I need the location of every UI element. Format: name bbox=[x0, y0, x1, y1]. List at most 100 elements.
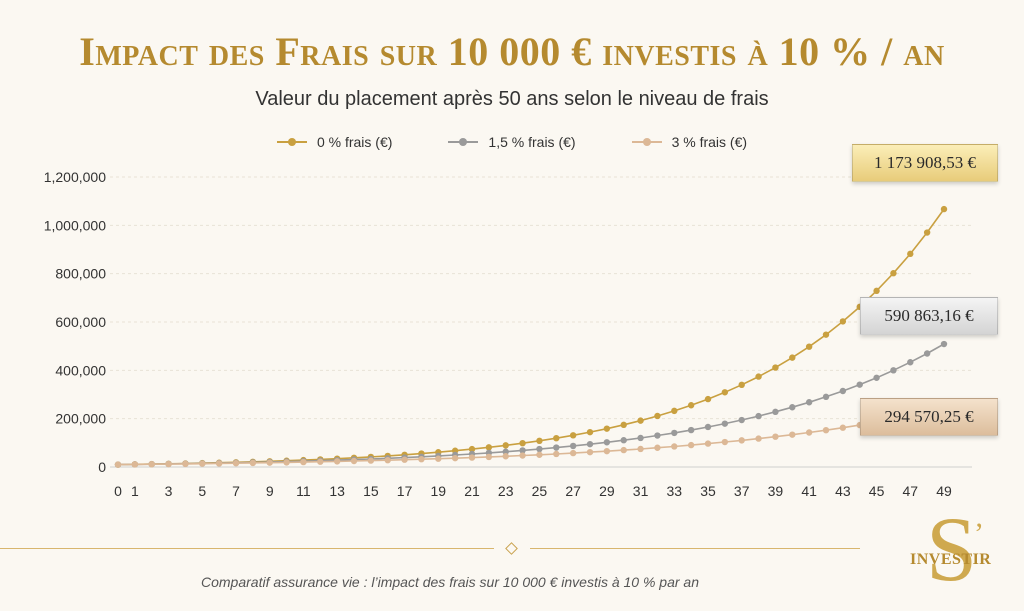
data-point-silver bbox=[805, 399, 813, 406]
data-point-silver bbox=[654, 432, 661, 439]
data-point-gold bbox=[468, 445, 476, 453]
data-point-silver bbox=[873, 374, 880, 381]
data-point-gold bbox=[839, 318, 847, 325]
x-tick-label: 29 bbox=[599, 483, 615, 499]
x-tick-label: 21 bbox=[464, 483, 480, 499]
data-point-bronze bbox=[553, 450, 560, 458]
y-tick-label: 1,200,000 bbox=[44, 169, 106, 185]
data-point-bronze bbox=[789, 431, 796, 438]
data-point-gold bbox=[890, 270, 897, 277]
logo-letter: S bbox=[926, 498, 978, 600]
footer-divider-right bbox=[530, 548, 860, 549]
x-tick-label: 43 bbox=[835, 483, 851, 499]
data-point-silver bbox=[789, 404, 796, 411]
data-point-bronze bbox=[350, 457, 358, 465]
data-point-bronze bbox=[603, 447, 611, 455]
data-point-gold bbox=[923, 229, 931, 236]
data-point-silver bbox=[907, 359, 914, 366]
data-point-bronze bbox=[839, 424, 847, 431]
series-line-bronze bbox=[117, 408, 945, 466]
y-tick-label: 400,000 bbox=[55, 362, 106, 378]
x-tick-label: 1 bbox=[131, 483, 139, 499]
data-point-silver bbox=[502, 448, 509, 455]
x-tick-label: 49 bbox=[936, 483, 952, 499]
data-point-bronze bbox=[114, 461, 122, 468]
x-tick-label: 45 bbox=[869, 483, 885, 499]
data-point-bronze bbox=[805, 429, 813, 436]
data-point-silver bbox=[620, 437, 627, 444]
footer-divider-left bbox=[0, 548, 494, 549]
data-point-silver bbox=[637, 434, 644, 442]
x-tick-label: 15 bbox=[363, 483, 379, 499]
data-point-gold bbox=[805, 343, 813, 350]
data-point-gold bbox=[687, 402, 695, 409]
y-tick-label: 600,000 bbox=[55, 314, 106, 330]
legend-swatch-gold bbox=[276, 137, 307, 147]
data-point-silver bbox=[923, 350, 931, 357]
data-point-bronze bbox=[519, 452, 526, 459]
data-point-gold bbox=[789, 354, 796, 361]
legend-item-gold[interactable]: 0 % frais (€) bbox=[276, 134, 393, 150]
data-point-bronze bbox=[232, 459, 240, 467]
data-point-bronze bbox=[283, 459, 290, 466]
chart-title: Impact des Frais sur 10 000 € investis à… bbox=[79, 29, 945, 74]
data-point-gold bbox=[873, 287, 880, 295]
y-tick-label: 800,000 bbox=[55, 266, 106, 282]
x-tick-label: 33 bbox=[666, 483, 682, 499]
x-tick-label: 27 bbox=[565, 483, 581, 499]
x-tick-label: 19 bbox=[430, 483, 446, 499]
data-point-silver bbox=[536, 445, 543, 453]
legend-label-gold: 0 % frais (€) bbox=[316, 134, 393, 150]
legend-item-bronze[interactable]: 3 % frais (€) bbox=[631, 134, 748, 150]
data-point-gold bbox=[553, 434, 560, 442]
x-tick-label: 37 bbox=[734, 483, 750, 499]
data-point-bronze bbox=[266, 459, 273, 466]
x-tick-label: 47 bbox=[902, 483, 918, 499]
data-point-bronze bbox=[822, 426, 830, 434]
data-point-silver bbox=[704, 423, 712, 431]
data-point-bronze bbox=[148, 461, 155, 468]
data-point-silver bbox=[755, 412, 762, 420]
data-point-bronze bbox=[755, 435, 762, 442]
x-tick-label: 41 bbox=[801, 483, 817, 499]
x-tick-label: 7 bbox=[232, 483, 240, 499]
legend-item-silver[interactable]: 1,5 % frais (€) bbox=[448, 134, 576, 150]
data-point-gold bbox=[671, 407, 678, 415]
data-point-bronze bbox=[333, 458, 341, 465]
data-point-silver bbox=[940, 340, 948, 348]
y-tick-label: 0 bbox=[98, 459, 106, 475]
x-tick-label: 5 bbox=[198, 483, 206, 499]
data-point-silver bbox=[772, 408, 779, 416]
data-point-bronze bbox=[738, 437, 745, 444]
data-point-bronze bbox=[451, 454, 459, 462]
legend-label-bronze: 3 % frais (€) bbox=[671, 134, 748, 150]
data-point-bronze bbox=[131, 461, 139, 468]
data-point-gold bbox=[519, 439, 526, 447]
data-point-bronze bbox=[654, 444, 661, 451]
logo-text: INVESTIR bbox=[910, 551, 992, 568]
data-point-bronze bbox=[536, 451, 543, 458]
data-point-gold bbox=[569, 432, 577, 439]
series-line-silver bbox=[117, 343, 945, 466]
data-point-bronze bbox=[317, 458, 324, 465]
data-point-gold bbox=[536, 437, 543, 445]
data-point-bronze bbox=[569, 449, 577, 457]
data-point-bronze bbox=[249, 459, 257, 467]
data-point-gold bbox=[907, 250, 914, 258]
data-point-bronze bbox=[485, 453, 493, 461]
callout-bronze-final-value: 294 570,25 € bbox=[860, 398, 998, 436]
data-point-gold bbox=[620, 421, 627, 429]
footer-caption: Comparatif assurance vie : l’impact des … bbox=[200, 574, 700, 590]
data-point-bronze bbox=[721, 438, 729, 446]
data-point-gold bbox=[940, 205, 948, 213]
line-chart: 0 200,000 400,000 600,000 800,000 1,000,000 1,… bbox=[44, 169, 972, 499]
callout-silver-final-value: 590 863,16 € bbox=[860, 297, 998, 335]
data-point-silver bbox=[586, 440, 594, 448]
data-point-bronze bbox=[687, 441, 695, 449]
legend-label-silver: 1,5 % frais (€) bbox=[488, 134, 576, 150]
legend-swatch-silver bbox=[448, 137, 479, 147]
x-tick-label: 17 bbox=[397, 483, 413, 499]
data-point-silver bbox=[687, 426, 695, 434]
data-point-gold bbox=[502, 442, 509, 449]
x-tick-label: 3 bbox=[165, 483, 173, 499]
